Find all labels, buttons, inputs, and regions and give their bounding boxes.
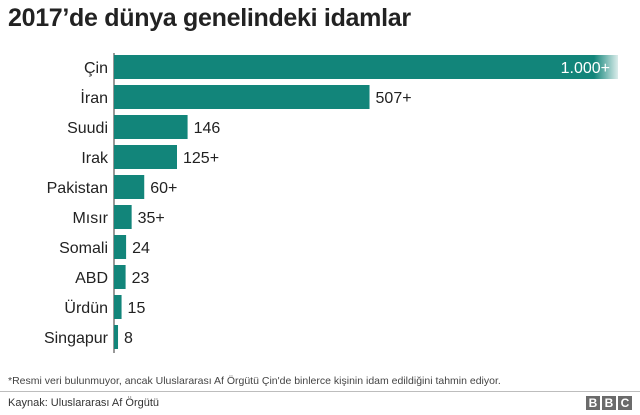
bar bbox=[114, 205, 132, 229]
data-label: 23 bbox=[132, 270, 150, 287]
category-label: ABD bbox=[75, 270, 108, 287]
category-label: Singapur bbox=[44, 330, 109, 347]
category-label: Çin bbox=[84, 60, 108, 77]
data-label: 507+ bbox=[376, 90, 412, 107]
logo-letter: B bbox=[602, 396, 616, 410]
data-label: 35+ bbox=[138, 210, 165, 227]
category-label: Somali bbox=[59, 240, 108, 257]
category-label: Ürdün bbox=[64, 299, 108, 317]
bar bbox=[114, 265, 126, 289]
bar bbox=[114, 145, 177, 169]
data-label: 15 bbox=[128, 300, 146, 317]
chart-title: 2017’de dünya genelindeki idamlar bbox=[8, 4, 411, 32]
footnote: *Resmi veri bulunmuyor, ancak Uluslarara… bbox=[8, 375, 501, 387]
bar bbox=[114, 325, 119, 349]
data-label: 24 bbox=[132, 240, 150, 257]
bar bbox=[114, 55, 594, 79]
data-label: 125+ bbox=[183, 150, 219, 167]
logo-letter: B bbox=[586, 396, 600, 410]
bar-chart: Çin 1.000+ İran 507+ Suudi 146 Irak 125+ Pakista… bbox=[44, 53, 618, 353]
bar bbox=[114, 115, 188, 139]
category-label: Irak bbox=[81, 150, 109, 167]
divider bbox=[0, 391, 640, 392]
bar bbox=[114, 175, 145, 199]
data-label: 8 bbox=[124, 330, 133, 347]
data-label: 60+ bbox=[150, 180, 177, 197]
source-note: Kaynak: Uluslararası Af Örgütü bbox=[8, 397, 160, 409]
bar bbox=[114, 235, 127, 259]
category-label: İran bbox=[80, 88, 108, 107]
logo-letter: C bbox=[618, 396, 632, 410]
data-label: 1.000+ bbox=[561, 60, 610, 77]
bbc-logo: B B C bbox=[586, 396, 632, 410]
bar bbox=[114, 295, 122, 319]
category-label: Pakistan bbox=[47, 180, 108, 197]
category-label: Mısır bbox=[72, 210, 108, 227]
category-label: Suudi bbox=[67, 120, 108, 137]
bar-fade bbox=[594, 55, 618, 79]
bar bbox=[114, 85, 370, 109]
data-label: 146 bbox=[194, 120, 221, 137]
